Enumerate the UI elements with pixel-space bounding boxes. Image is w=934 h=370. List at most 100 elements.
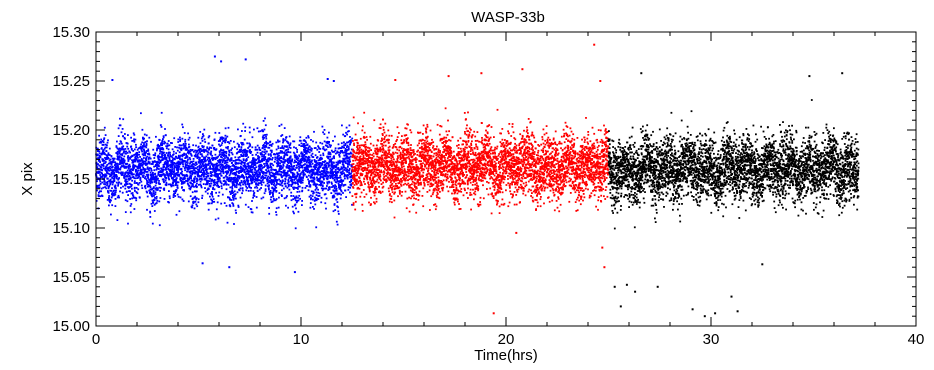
data-point (298, 154, 301, 157)
data-point (140, 184, 143, 187)
data-point (101, 169, 104, 172)
data-point (302, 176, 304, 179)
data-point (253, 160, 256, 163)
data-point (104, 157, 106, 159)
data-point (217, 178, 220, 181)
data-point (199, 147, 202, 150)
data-point (256, 190, 259, 192)
data-point (361, 150, 363, 153)
data-point (186, 151, 189, 154)
data-point (379, 170, 382, 173)
data-point (203, 164, 205, 167)
data-point (265, 133, 268, 136)
data-point (183, 132, 186, 134)
data-point (359, 174, 362, 177)
data-point (305, 141, 307, 144)
data-point (336, 178, 338, 181)
data-point (128, 174, 131, 177)
data-point (296, 155, 299, 158)
data-point (241, 189, 244, 192)
data-point (178, 175, 181, 177)
data-point (250, 150, 253, 153)
data-point (243, 177, 245, 180)
data-point (315, 183, 317, 186)
data-point (160, 126, 163, 128)
data-point (377, 161, 380, 164)
data-point (352, 140, 354, 142)
data-point (340, 142, 343, 145)
data-point (351, 154, 354, 157)
data-point (172, 184, 175, 187)
data-point (136, 152, 139, 154)
data-point (124, 199, 127, 202)
data-point (110, 190, 113, 192)
data-point (181, 158, 184, 161)
data-point (214, 218, 217, 221)
data-point (176, 187, 179, 189)
data-point (147, 183, 150, 186)
data-point (363, 111, 366, 114)
data-point (333, 186, 336, 189)
data-point (309, 169, 312, 172)
data-point (265, 137, 268, 140)
data-point (294, 175, 296, 178)
data-point (261, 164, 263, 167)
data-point (148, 161, 151, 164)
data-point (324, 163, 327, 166)
data-point (375, 144, 378, 147)
data-point (219, 181, 222, 184)
data-point (311, 159, 313, 162)
data-point (195, 190, 198, 193)
data-point (319, 165, 321, 167)
data-point (118, 177, 120, 179)
data-point (185, 164, 187, 166)
data-point (236, 178, 238, 180)
data-point (250, 211, 253, 214)
data-point (286, 172, 289, 175)
data-point (137, 183, 140, 186)
data-point (231, 153, 234, 156)
data-point (397, 174, 399, 177)
chart-title: WASP-33b (471, 9, 545, 26)
data-point (147, 158, 150, 160)
data-point (363, 131, 366, 134)
outlier-point (111, 79, 114, 81)
data-point (298, 170, 301, 172)
data-point (260, 169, 263, 171)
data-point (120, 142, 123, 145)
data-point (128, 182, 131, 185)
data-point (297, 161, 300, 164)
data-point (130, 145, 133, 148)
data-point (397, 166, 400, 169)
data-point (225, 204, 228, 207)
data-point (249, 179, 252, 182)
data-point (126, 180, 129, 183)
data-point (336, 192, 339, 195)
data-point (128, 178, 131, 181)
data-point (100, 187, 103, 190)
data-point (392, 175, 395, 177)
data-point (241, 151, 244, 154)
data-point (233, 197, 235, 200)
data-point (231, 189, 234, 192)
data-point (277, 147, 280, 150)
data-point (199, 151, 201, 153)
data-point (122, 145, 125, 148)
data-point (154, 187, 157, 190)
data-point (233, 190, 236, 193)
data-point (317, 146, 320, 149)
data-point (161, 178, 164, 181)
data-point (114, 161, 117, 164)
data-point (249, 168, 252, 171)
data-point (220, 156, 222, 158)
data-point (379, 150, 382, 153)
data-point (164, 128, 166, 130)
data-point (125, 183, 128, 186)
data-point (228, 168, 230, 171)
data-point (212, 163, 214, 166)
data-point (397, 179, 400, 181)
data-point (191, 206, 194, 209)
data-point (353, 151, 356, 154)
data-point (243, 153, 245, 156)
data-point (123, 150, 126, 153)
